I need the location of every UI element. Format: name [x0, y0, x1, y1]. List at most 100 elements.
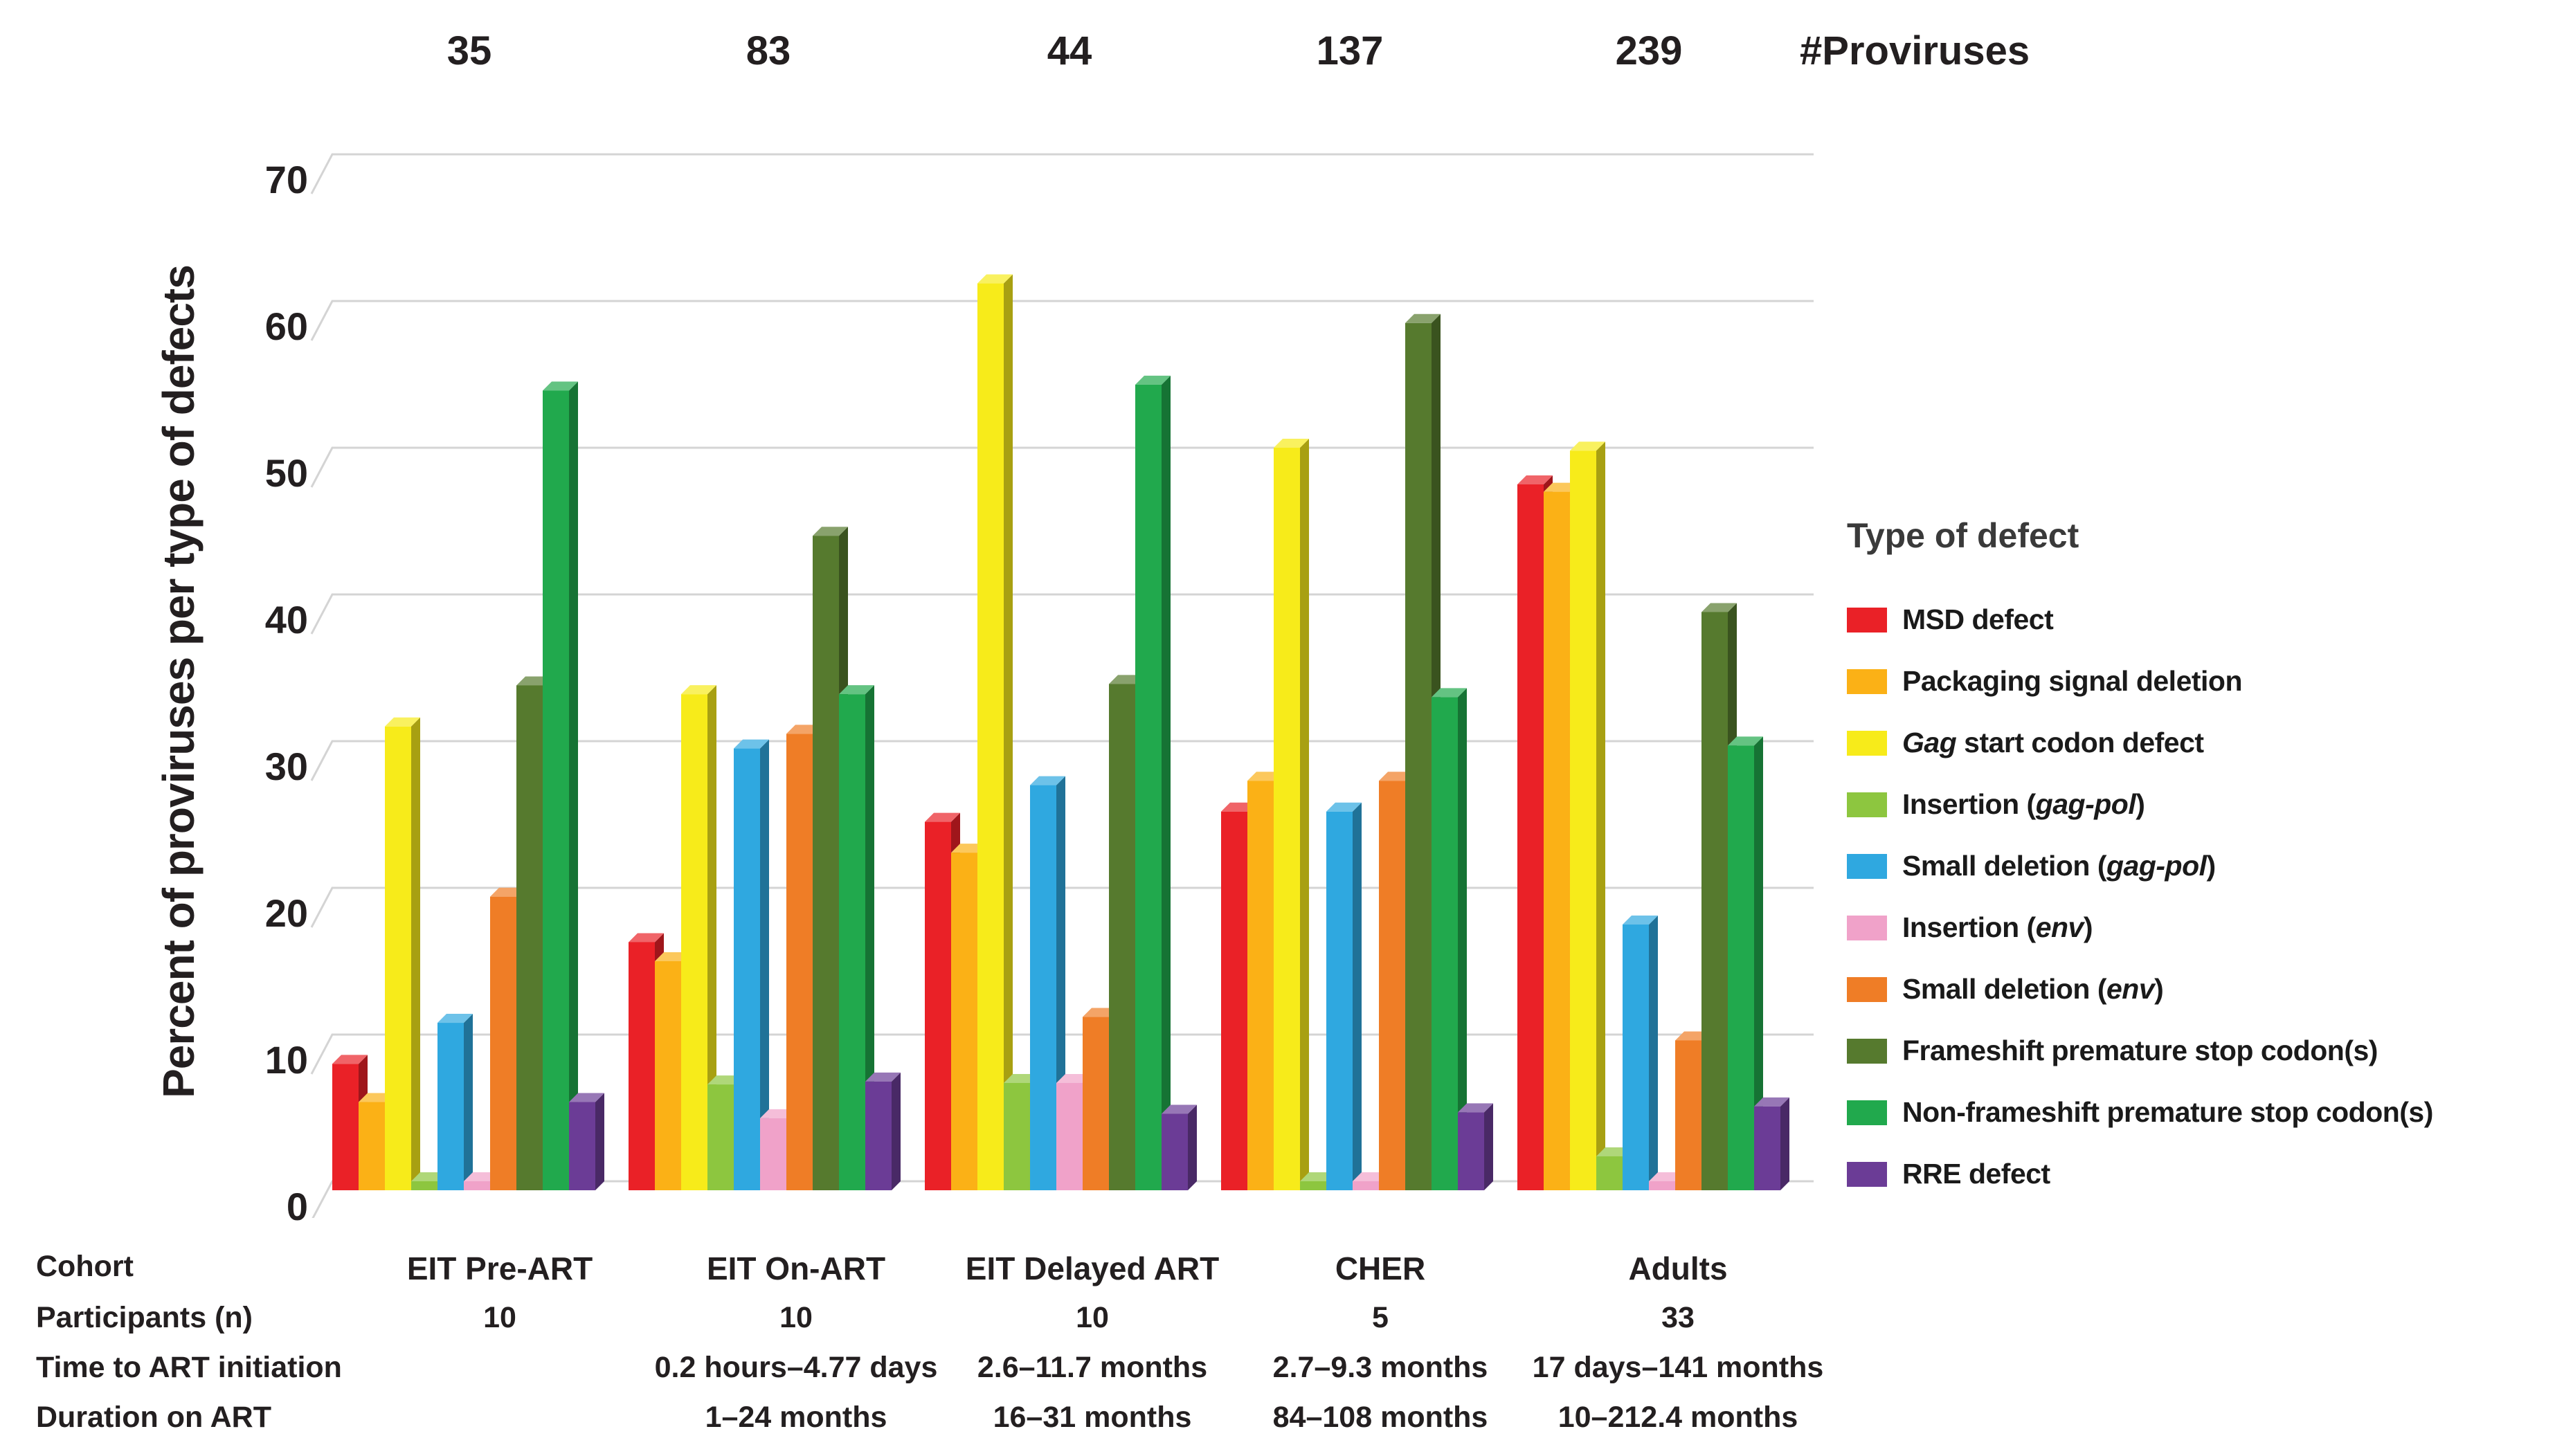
bar-front-face [655, 961, 681, 1190]
bar-front-face [1379, 781, 1405, 1190]
bar-side-face [892, 1072, 901, 1190]
bar-side-face [1649, 916, 1658, 1190]
y-tick-label: 10 [264, 1038, 308, 1082]
bar-side-face [1353, 802, 1362, 1190]
table-row-label: Participants (n) [36, 1301, 253, 1334]
gridline [310, 153, 1814, 194]
y-tick-label: 60 [264, 304, 308, 348]
bar-side-face [1188, 1104, 1197, 1190]
cohort-label: Adults [1628, 1250, 1728, 1286]
bar-front-face [1517, 484, 1544, 1190]
bar-front-face [1109, 684, 1135, 1190]
legend-item-label: RRE defect [1902, 1158, 2050, 1190]
legend-item: Small deletion (gag-pol) [1847, 835, 2546, 897]
table-row-label: Cohort [36, 1250, 134, 1283]
bar-side-face [1754, 736, 1763, 1190]
bar-side-face [1596, 442, 1605, 1190]
bar-side-face [865, 685, 874, 1190]
legend-swatch [1847, 1161, 1887, 1187]
table-cell: 10–212.4 months [1558, 1401, 1798, 1434]
proviruses-row-label: #Proviruses [1800, 28, 2030, 73]
bar-front-face [1326, 811, 1353, 1190]
bar-top-face [1162, 1104, 1197, 1114]
table-cell: 10 [1076, 1301, 1109, 1334]
table-row-label: Duration on ART [36, 1401, 271, 1434]
bar-top-face [734, 739, 769, 749]
bar-front-face [1596, 1156, 1623, 1190]
bar-side-face [569, 381, 578, 1190]
table-row-label: Time to ART initiation [36, 1351, 342, 1384]
bar-group [1221, 313, 1493, 1190]
legend-item-label: Insertion (env) [1902, 911, 2093, 943]
legend-swatch [1847, 976, 1887, 1002]
legend-item-label: Packaging signal deletion [1902, 665, 2243, 697]
bar-top-face [1030, 776, 1065, 785]
proviruses-count: 83 [746, 28, 791, 73]
bar-front-face [1083, 1017, 1109, 1190]
legend-swatch [1847, 1038, 1887, 1064]
bar-side-face [760, 739, 769, 1190]
table-cell: 33 [1661, 1301, 1695, 1334]
bar-top-face [569, 1093, 604, 1102]
table-cell: 2.7–9.3 months [1272, 1351, 1488, 1384]
gridline [310, 300, 1814, 341]
bar-top-face [1754, 1097, 1789, 1107]
bar-front-face [786, 734, 813, 1190]
bar-side-face [464, 1014, 473, 1190]
bar-front-face [1004, 1082, 1030, 1190]
bar-front-face [1247, 781, 1274, 1190]
bar-group [1517, 442, 1789, 1190]
bar [1432, 688, 1467, 1190]
bar-group [629, 527, 901, 1190]
gridline [310, 886, 1814, 928]
table-cell: 84–108 months [1272, 1401, 1488, 1434]
bar [1326, 802, 1362, 1190]
bar-top-face [385, 717, 420, 727]
bar-front-face [1221, 811, 1247, 1190]
y-tick-label: 40 [264, 598, 308, 641]
gridline [310, 593, 1814, 635]
legend-item-label: Insertion (gag-pol) [1902, 788, 2145, 820]
bar-front-face [490, 896, 516, 1190]
y-tick-label: 30 [264, 745, 308, 788]
bar [977, 274, 1013, 1190]
bar-top-face [543, 381, 578, 391]
bar-top-face [865, 1072, 901, 1082]
bar-front-face [839, 694, 865, 1190]
bar [1754, 1097, 1789, 1190]
table-cell: 10 [483, 1301, 516, 1334]
bar [1458, 1103, 1493, 1190]
bar-side-face [411, 717, 420, 1190]
y-tick-label: 70 [264, 158, 308, 201]
bar-front-face [1135, 384, 1162, 1190]
bar-top-face [1458, 1103, 1493, 1113]
bar-top-face [1623, 916, 1658, 925]
bar-front-face [1353, 1181, 1379, 1190]
bar [1274, 439, 1309, 1190]
y-tick-label: 20 [264, 891, 308, 935]
legend-swatch [1847, 668, 1887, 694]
bar-top-face [1326, 802, 1362, 812]
legend-item: RRE defect [1847, 1143, 2546, 1205]
bar [1162, 1104, 1197, 1190]
bar-front-face [1405, 322, 1432, 1190]
bar-top-face [1135, 375, 1171, 385]
bar-front-face [1675, 1040, 1701, 1190]
bar [734, 739, 769, 1190]
bar-side-face [1004, 274, 1013, 1190]
cohort-label: EIT On-ART [706, 1250, 886, 1286]
proviruses-count: 239 [1615, 28, 1683, 73]
cohort-label: CHER [1335, 1250, 1426, 1286]
legend-item: Gag start codon defect [1847, 712, 2546, 774]
bar [1728, 736, 1763, 1190]
legend-item: Insertion (gag-pol) [1847, 774, 2546, 835]
bar-front-face [359, 1102, 385, 1190]
bar-front-face [1458, 1112, 1484, 1190]
bar [1570, 442, 1605, 1190]
bar-side-face [1162, 375, 1171, 1190]
legend-item: Frameshift premature stop codon(s) [1847, 1020, 2546, 1082]
bar-front-face [681, 694, 707, 1190]
bar-front-face [951, 853, 977, 1190]
cohort-label: EIT Delayed ART [965, 1250, 1220, 1286]
